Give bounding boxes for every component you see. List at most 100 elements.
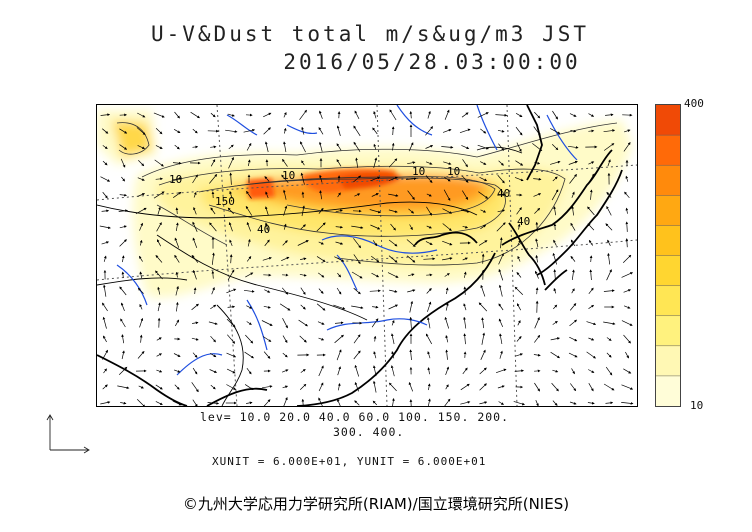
wind-arrow [192, 352, 198, 358]
wind-arrow [103, 255, 107, 262]
wind-arrow [300, 287, 306, 295]
wind-arrow [407, 161, 416, 165]
wind-arrow [173, 353, 181, 357]
wind-arrow [173, 128, 181, 134]
wind-arrow [550, 160, 561, 165]
wind-arrow [388, 239, 398, 247]
wind-arrow [337, 398, 341, 406]
wind-arrow [156, 369, 163, 373]
wind-arrow [355, 157, 359, 168]
wind-arrow [370, 255, 380, 263]
wind-arrow [210, 353, 217, 358]
wind-arrow [445, 302, 449, 311]
wind-arrow [119, 225, 127, 229]
wind-arrow [263, 399, 271, 406]
wind-arrow [226, 368, 236, 374]
wind-arrow [102, 302, 108, 312]
wind-arrow [119, 239, 127, 247]
wind-arrow [496, 222, 506, 232]
wind-arrow [443, 176, 451, 182]
wind-arrow [460, 383, 470, 391]
wind-arrow [534, 334, 541, 343]
wind-arrow [551, 382, 559, 392]
wind-arrow [229, 239, 233, 247]
contour-label: 10 [282, 169, 295, 182]
wind-arrow [261, 320, 273, 326]
wind-arrow [120, 401, 127, 405]
wind-arrow [389, 109, 397, 121]
wind-arrow [605, 223, 613, 231]
wind-arrow [300, 224, 306, 230]
wind-arrow [390, 333, 395, 345]
wind-arrow [498, 318, 504, 328]
wind-arrow [426, 206, 432, 216]
contour-lines [116, 122, 618, 266]
wind-arrow [389, 289, 398, 293]
wind-arrow [480, 349, 486, 360]
wind-arrow [373, 111, 377, 119]
wind-arrow [244, 351, 254, 359]
wind-arrow [335, 225, 343, 229]
wind-arrow [373, 351, 377, 359]
wind-arrow [497, 385, 505, 389]
wind-arrow [480, 161, 487, 165]
wind-arrow [623, 305, 631, 309]
wind-arrow [479, 367, 487, 375]
wind-arrow [409, 316, 413, 329]
wind-arrow [409, 300, 414, 313]
wind-arrow [102, 349, 108, 360]
wind-arrow [103, 368, 107, 374]
wind-arrow [409, 224, 413, 231]
wind-arrow [137, 145, 146, 149]
wind-arrow [210, 384, 216, 390]
wind-arrow [174, 144, 180, 150]
wind-arrow [265, 191, 269, 199]
wind-arrow [192, 174, 198, 184]
wind-arrow [102, 160, 108, 166]
wind-arrow [605, 401, 614, 405]
wind-arrow [588, 239, 593, 246]
wind-arrow [427, 110, 431, 119]
wind-arrow [514, 177, 524, 182]
wind-arrow [100, 401, 111, 405]
wind-arrow [319, 174, 323, 183]
wind-arrow [192, 145, 199, 149]
wind-arrow [498, 143, 505, 151]
wind-arrow [463, 303, 467, 311]
wind-arrow [175, 271, 179, 278]
wind-arrow [318, 397, 323, 406]
contour-label: 40 [517, 215, 530, 228]
wind-arrow [354, 110, 360, 120]
wind-arrow [498, 401, 504, 405]
contour-label: 40 [497, 187, 510, 200]
wind-arrow [442, 257, 453, 261]
wind-arrow [299, 109, 307, 120]
wind-arrow [136, 398, 146, 406]
wind-arrow [192, 221, 198, 232]
wind-arrow [265, 206, 269, 216]
colorbar-swatches [656, 105, 680, 407]
wind-arrow [283, 141, 287, 153]
wind-arrow [370, 176, 381, 182]
wind-arrow [515, 353, 523, 357]
wind-arrow [300, 368, 306, 373]
wind-arrow [533, 193, 542, 197]
wind-arrow [603, 383, 615, 391]
wind-arrow [264, 176, 270, 182]
wind-arrow [427, 383, 431, 391]
wind-arrow [139, 255, 143, 262]
wind-arrow [192, 269, 197, 280]
wind-arrow [606, 337, 612, 341]
wind-arrow [606, 269, 612, 281]
wind-arrow [568, 145, 579, 149]
wind-arrow [351, 305, 364, 310]
wind-arrow [391, 351, 395, 359]
wind-arrow [337, 272, 342, 278]
wind-arrow [570, 129, 577, 133]
wind-arrow [499, 333, 503, 345]
wind-arrow [445, 366, 450, 376]
wind-arrow [211, 252, 215, 265]
wind-arrow [336, 349, 342, 361]
wind-arrow [442, 208, 453, 214]
wind-arrow [226, 352, 237, 358]
